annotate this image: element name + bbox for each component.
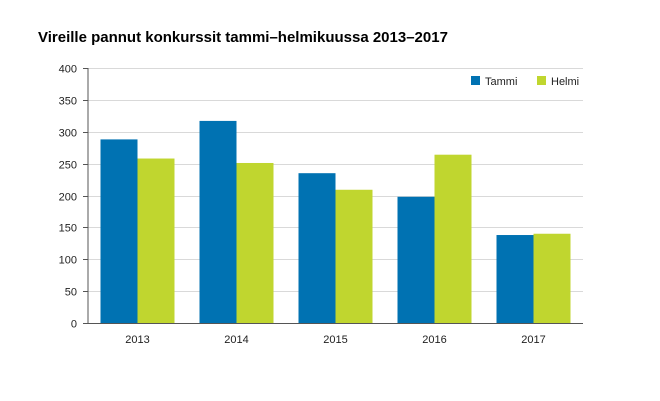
x-tick-label: 2017 <box>521 334 545 346</box>
x-tick-label: 2014 <box>224 334 248 346</box>
bar-tammi-2015 <box>298 173 336 323</box>
y-tick-labels: 0 50 100 150 200 250 300 350 400 <box>59 64 88 331</box>
y-tick-label: 250 <box>59 160 77 172</box>
y-tick-label: 350 <box>59 96 77 108</box>
x-tick-label: 2013 <box>125 334 149 346</box>
bar-helmi-2016 <box>434 154 472 323</box>
bar-helmi-2015 <box>335 189 373 323</box>
y-tick-label: 200 <box>59 192 77 204</box>
chart-title: Vireille pannut konkurssit tammi–helmiku… <box>38 29 448 46</box>
y-tick-label: 50 <box>65 287 77 299</box>
bar-tammi-2014 <box>199 120 237 323</box>
y-tick-label: 150 <box>59 223 77 235</box>
axes <box>87 68 583 324</box>
y-tick-label: 100 <box>59 255 77 267</box>
bar-helmi-2014 <box>236 162 274 323</box>
legend-swatch-tammi <box>471 76 480 85</box>
y-tick-label: 300 <box>59 128 77 140</box>
bar-tammi-2013 <box>100 139 138 323</box>
bar-tammi-2016 <box>397 196 435 323</box>
x-tick-label: 2016 <box>422 334 446 346</box>
legend-swatch-helmi <box>537 76 546 85</box>
legend: Tammi Helmi <box>471 76 579 88</box>
bar-helmi-2013 <box>137 158 175 323</box>
y-tick-label: 400 <box>59 64 77 76</box>
legend-label-tammi: Tammi <box>485 76 517 88</box>
legend-label-helmi: Helmi <box>551 76 579 88</box>
bars <box>100 120 571 323</box>
x-tick-label: 2015 <box>323 334 347 346</box>
bar-helmi-2017 <box>533 233 571 323</box>
x-tick-labels: 2013 2014 2015 2016 2017 <box>125 334 545 346</box>
y-tick-label: 0 <box>71 319 77 331</box>
bar-tammi-2017 <box>496 235 534 323</box>
